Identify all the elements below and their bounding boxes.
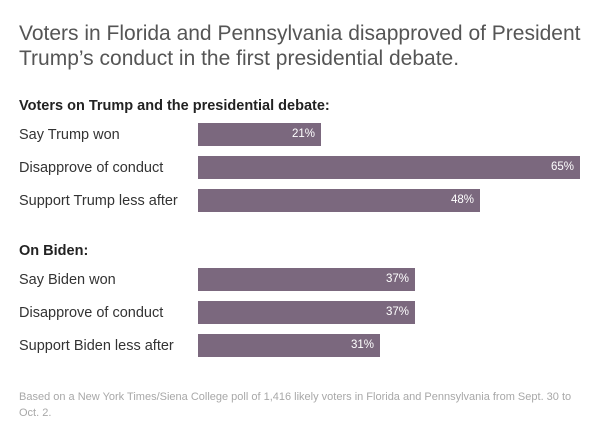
bar-value-label: 31% — [350, 339, 374, 351]
bar-value-label: 21% — [291, 128, 315, 140]
chart-title: Voters in Florida and Pennsylvania disap… — [19, 22, 581, 70]
section-title-2: On Biden: — [19, 243, 89, 259]
bar — [198, 123, 321, 146]
section-title-1: Voters on Trump and the presidential deb… — [19, 98, 330, 114]
category-label: Say Biden won — [19, 272, 116, 288]
bar — [198, 334, 380, 357]
bar — [198, 189, 480, 212]
bar-value-label: 65% — [550, 161, 574, 173]
category-label: Disapprove of conduct — [19, 305, 164, 321]
bar — [198, 156, 580, 179]
bar — [198, 301, 415, 324]
chart-footnote: Based on a New York Times/Siena College … — [19, 391, 572, 419]
category-label: Disapprove of conduct — [19, 160, 164, 176]
category-label: Support Biden less after — [19, 338, 174, 354]
bar-value-label: 37% — [385, 306, 409, 318]
bar-value-label: 37% — [385, 273, 409, 285]
category-label: Support Trump less after — [19, 193, 178, 209]
category-label: Say Trump won — [19, 127, 120, 143]
bar-value-label: 48% — [450, 194, 474, 206]
bar — [198, 268, 415, 291]
